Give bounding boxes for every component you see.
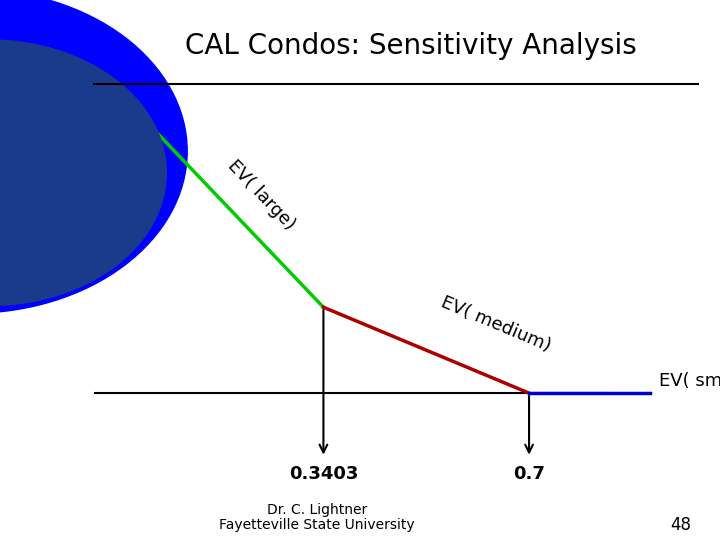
Text: EV( small): EV( small) (659, 372, 720, 390)
Text: 48: 48 (670, 516, 691, 534)
Text: Dr. C. Lightner: Dr. C. Lightner (266, 503, 367, 517)
Text: Fayetteville State University: Fayetteville State University (219, 518, 415, 532)
Text: 0.3403: 0.3403 (289, 465, 358, 483)
Text: EV( medium): EV( medium) (438, 294, 554, 355)
Text: 0.7: 0.7 (513, 465, 545, 483)
Text: EV( large): EV( large) (224, 157, 298, 234)
Text: CAL Condos: Sensitivity Analysis: CAL Condos: Sensitivity Analysis (184, 32, 636, 60)
